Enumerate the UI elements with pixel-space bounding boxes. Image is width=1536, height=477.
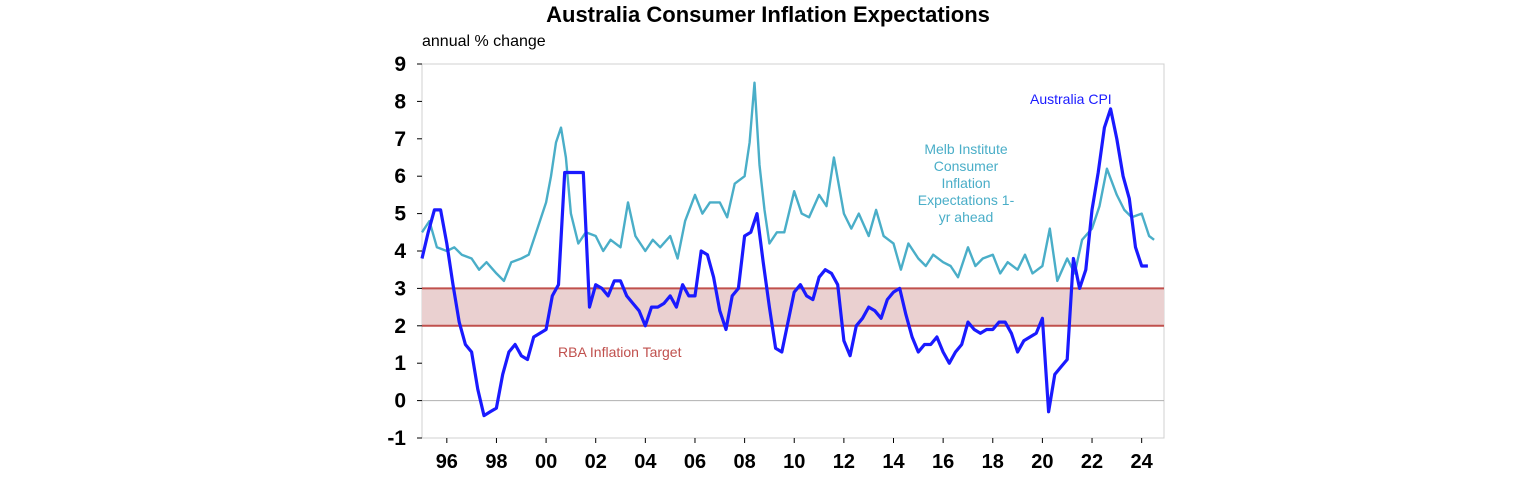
y-axis-ticks: -1 0 1 2 3 4 5 6 7 8 9 bbox=[387, 53, 422, 450]
x-tick-label: 16 bbox=[932, 451, 954, 473]
x-tick-label: 08 bbox=[733, 451, 755, 473]
y-tick-label: 0 bbox=[394, 390, 406, 413]
y-tick-label: 1 bbox=[394, 352, 406, 375]
expectations-line bbox=[420, 81, 1155, 283]
x-tick-label: 22 bbox=[1081, 451, 1103, 473]
series-lines bbox=[420, 81, 1155, 418]
y-tick-label: -1 bbox=[387, 427, 406, 450]
rba-target-label: RBA Inflation Target bbox=[558, 344, 682, 360]
y-tick-label: 5 bbox=[394, 203, 406, 226]
x-tick-label: 24 bbox=[1131, 451, 1154, 473]
expectations-label-line: Expectations 1- bbox=[918, 192, 1015, 208]
x-axis-ticks: 96 98 00 02 04 06 08 10 12 14 16 18 20 22 24 bbox=[436, 438, 1154, 473]
x-tick-label: 14 bbox=[882, 451, 905, 473]
y-tick-label: 3 bbox=[394, 277, 406, 300]
x-tick-label: 04 bbox=[634, 451, 657, 473]
y-tick-label: 7 bbox=[394, 128, 406, 151]
x-tick-label: 00 bbox=[535, 451, 557, 473]
expectations-label-line: Consumer bbox=[934, 158, 999, 174]
y-axis-unit-label: annual % change bbox=[422, 33, 546, 50]
x-tick-label: 10 bbox=[783, 451, 805, 473]
y-tick-label: 9 bbox=[394, 53, 406, 76]
x-tick-label: 02 bbox=[585, 451, 607, 473]
y-tick-label: 2 bbox=[394, 315, 406, 338]
x-tick-label: 20 bbox=[1031, 451, 1053, 473]
chart-title: Australia Consumer Inflation Expectation… bbox=[546, 2, 990, 27]
y-tick-label: 6 bbox=[394, 165, 406, 188]
y-tick-label: 8 bbox=[394, 90, 406, 113]
cpi-line bbox=[420, 107, 1148, 418]
x-tick-label: 96 bbox=[436, 451, 458, 473]
x-tick-label: 18 bbox=[982, 451, 1004, 473]
expectations-label-line: Melb Institute bbox=[924, 141, 1007, 157]
y-tick-label: 4 bbox=[394, 240, 406, 263]
expectations-label-line: yr ahead bbox=[939, 209, 993, 225]
expectations-label-line: Inflation bbox=[941, 175, 990, 191]
x-tick-label: 06 bbox=[684, 451, 706, 473]
cpi-series-label: Australia CPI bbox=[1030, 91, 1112, 107]
x-tick-label: 12 bbox=[833, 451, 855, 473]
expectations-series-label: Melb InstituteConsumerInflationExpectati… bbox=[918, 141, 1015, 225]
x-tick-label: 98 bbox=[485, 451, 507, 473]
